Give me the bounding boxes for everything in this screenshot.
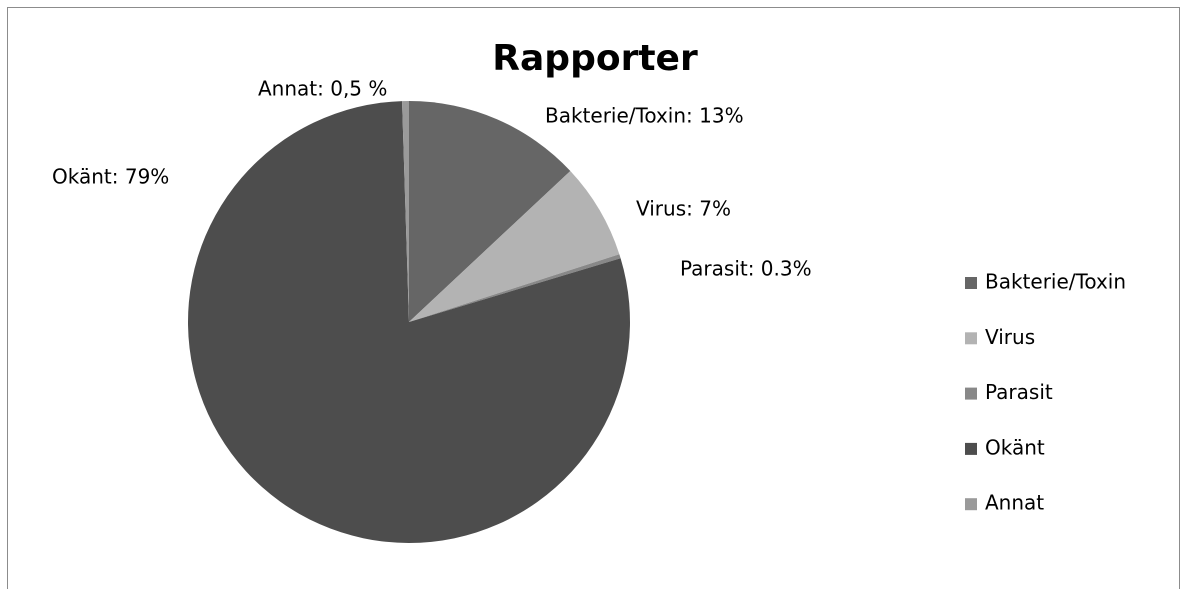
- legend-swatch: [965, 277, 977, 289]
- pie-slice: [409, 254, 621, 322]
- data-label: Virus: 7%: [636, 197, 731, 221]
- legend-swatch: [965, 498, 977, 511]
- pie-slice: [402, 101, 409, 322]
- data-label: Okänt: 79%: [52, 165, 169, 189]
- data-label: Annat: 0,5 %: [258, 77, 387, 101]
- legend-swatch: [965, 332, 977, 345]
- legend-swatch: [965, 387, 977, 400]
- legend-label: Bakterie/Toxin: [985, 270, 1126, 294]
- pie-slice: [409, 101, 571, 322]
- data-label: Bakterie/Toxin: 13%: [545, 104, 744, 128]
- legend-label: Annat: [985, 491, 1044, 515]
- legend-label: Parasit: [985, 380, 1053, 404]
- chart-title: Rapporter: [492, 38, 698, 79]
- legend-label: Okänt: [985, 435, 1045, 459]
- pie-slice: [188, 101, 631, 543]
- legend-label: Virus: [985, 325, 1035, 349]
- legend-swatch: [965, 442, 977, 455]
- pie-slice: [409, 170, 620, 322]
- data-label: Parasit: 0.3%: [680, 257, 812, 281]
